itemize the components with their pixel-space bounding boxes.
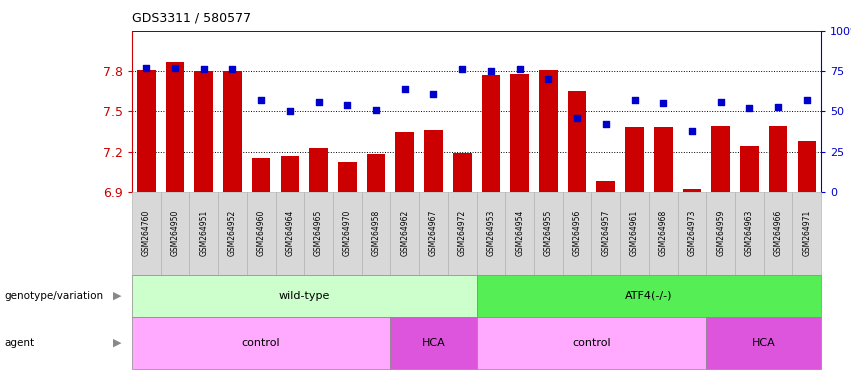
Text: GSM264966: GSM264966: [774, 210, 783, 257]
Bar: [396, 132, 414, 192]
Text: GSM264954: GSM264954: [515, 210, 524, 257]
Bar: [367, 154, 386, 192]
Text: ▶: ▶: [113, 291, 122, 301]
Text: HCA: HCA: [752, 338, 775, 348]
Text: GSM264953: GSM264953: [487, 210, 495, 257]
Bar: [137, 70, 156, 192]
Text: HCA: HCA: [421, 338, 445, 348]
Text: GSM264960: GSM264960: [257, 210, 266, 257]
Bar: [338, 162, 357, 192]
Text: control: control: [572, 338, 611, 348]
Text: GSM264951: GSM264951: [199, 210, 208, 257]
Bar: [424, 130, 443, 192]
Text: genotype/variation: genotype/variation: [4, 291, 103, 301]
Text: GSM264970: GSM264970: [343, 210, 351, 257]
Point: [369, 107, 383, 113]
Text: GSM264959: GSM264959: [717, 210, 725, 257]
Point: [800, 97, 814, 103]
Bar: [482, 75, 500, 192]
Point: [743, 105, 757, 111]
Text: GDS3311 / 580577: GDS3311 / 580577: [132, 12, 251, 25]
Bar: [194, 71, 213, 192]
Bar: [568, 91, 586, 192]
Text: GSM264973: GSM264973: [688, 210, 696, 257]
Bar: [252, 158, 271, 192]
Bar: [797, 141, 816, 192]
Point: [140, 65, 153, 71]
Text: control: control: [242, 338, 281, 348]
Point: [541, 76, 555, 82]
Bar: [223, 71, 242, 192]
Point: [283, 108, 297, 114]
Text: wild-type: wild-type: [278, 291, 330, 301]
Point: [771, 103, 785, 109]
Point: [426, 91, 440, 97]
Bar: [511, 74, 529, 192]
Bar: [625, 127, 644, 192]
Bar: [654, 127, 672, 192]
Point: [254, 97, 268, 103]
Text: GSM264956: GSM264956: [573, 210, 581, 257]
Text: GSM264955: GSM264955: [544, 210, 553, 257]
Text: GSM264950: GSM264950: [170, 210, 180, 257]
Text: GSM264952: GSM264952: [228, 210, 237, 257]
Text: GSM264971: GSM264971: [802, 210, 811, 257]
Point: [455, 66, 469, 73]
Bar: [309, 147, 328, 192]
Point: [311, 99, 325, 105]
Text: GSM264972: GSM264972: [458, 210, 466, 257]
Text: GSM264965: GSM264965: [314, 210, 323, 257]
Point: [484, 68, 498, 74]
Point: [168, 65, 182, 71]
Bar: [768, 126, 787, 192]
Text: agent: agent: [4, 338, 34, 348]
Text: GSM264957: GSM264957: [602, 210, 610, 257]
Point: [599, 121, 613, 127]
Text: GSM264967: GSM264967: [429, 210, 438, 257]
Bar: [711, 126, 730, 192]
Point: [570, 115, 584, 121]
Text: GSM264962: GSM264962: [400, 210, 409, 257]
Text: GSM264760: GSM264760: [142, 210, 151, 257]
Text: ATF4(-/-): ATF4(-/-): [625, 291, 672, 301]
Bar: [740, 146, 759, 192]
Bar: [539, 70, 557, 192]
Bar: [281, 156, 300, 192]
Text: GSM264963: GSM264963: [745, 210, 754, 257]
Point: [398, 86, 412, 92]
Point: [226, 66, 239, 73]
Point: [656, 100, 670, 106]
Bar: [166, 61, 185, 192]
Text: GSM264958: GSM264958: [372, 210, 380, 257]
Text: GSM264964: GSM264964: [285, 210, 294, 257]
Bar: [683, 189, 701, 192]
Point: [685, 127, 699, 134]
Point: [628, 97, 642, 103]
Bar: [453, 153, 471, 192]
Bar: [597, 181, 615, 192]
Point: [714, 99, 728, 105]
Text: GSM264968: GSM264968: [659, 210, 668, 257]
Point: [197, 66, 210, 73]
Text: ▶: ▶: [113, 338, 122, 348]
Point: [340, 102, 354, 108]
Point: [513, 66, 527, 73]
Text: GSM264961: GSM264961: [630, 210, 639, 257]
